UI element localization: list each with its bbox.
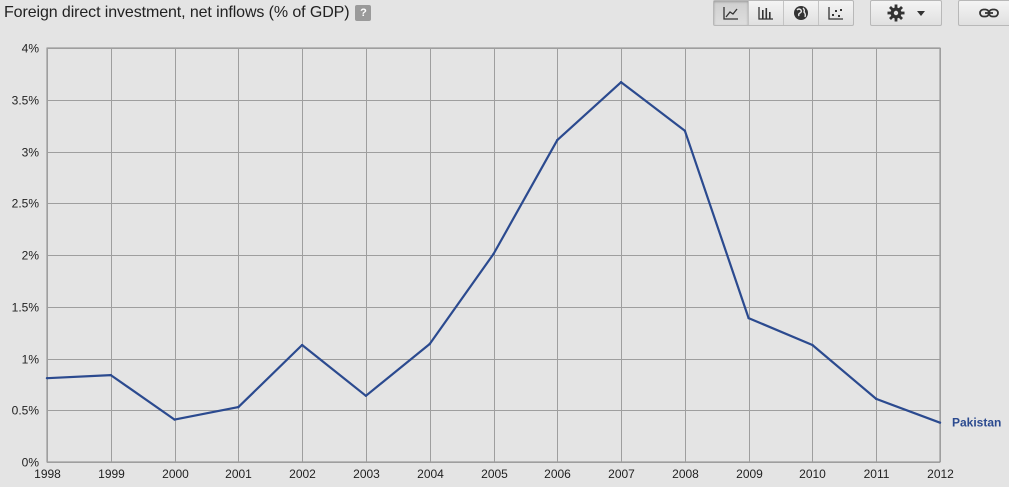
data-point bbox=[619, 80, 623, 84]
x-tick-label: 2000 bbox=[162, 467, 189, 481]
x-tick-label: 2012 bbox=[927, 467, 954, 481]
plot-area bbox=[46, 47, 941, 463]
data-point bbox=[556, 138, 559, 142]
globe-icon bbox=[794, 6, 808, 20]
y-tick-label: 3.5% bbox=[12, 94, 40, 108]
y-tick-label: 0% bbox=[22, 456, 40, 470]
gear-icon bbox=[887, 4, 905, 22]
caret-down-icon bbox=[917, 10, 925, 16]
line-chart-icon bbox=[723, 7, 738, 20]
settings-button[interactable] bbox=[870, 0, 942, 26]
y-tick-label: 1.5% bbox=[12, 301, 40, 315]
chart-view-selector bbox=[713, 0, 854, 26]
data-point bbox=[237, 405, 240, 409]
x-tick-label: 2005 bbox=[481, 467, 508, 481]
line-chart-view-button[interactable] bbox=[714, 1, 749, 25]
y-tick-label: 2.5% bbox=[12, 197, 40, 211]
chart-header: Foreign direct investment, net inflows (… bbox=[4, 4, 372, 22]
data-point bbox=[109, 373, 112, 377]
data-point bbox=[938, 421, 942, 424]
share-link-button[interactable] bbox=[958, 0, 1009, 26]
x-tick-label: 2003 bbox=[353, 467, 380, 481]
map-view-button[interactable] bbox=[784, 1, 819, 25]
data-point bbox=[747, 316, 750, 320]
data-point bbox=[683, 129, 687, 132]
bar-chart-icon bbox=[758, 7, 773, 20]
x-tick-label: 2009 bbox=[736, 467, 763, 481]
x-tick-label: 2004 bbox=[417, 467, 444, 481]
series-label: Pakistan bbox=[952, 416, 1001, 430]
scatter-chart-icon bbox=[828, 7, 843, 20]
y-tick-label: 0.5% bbox=[12, 404, 40, 418]
bar-chart-view-button[interactable] bbox=[749, 1, 784, 25]
data-point bbox=[173, 418, 176, 421]
data-point bbox=[45, 376, 49, 380]
y-tick-label: 3% bbox=[22, 146, 40, 160]
series-line-pakistan bbox=[46, 81, 941, 424]
x-tick-label: 2006 bbox=[544, 467, 571, 481]
y-tick-label: 1% bbox=[22, 353, 40, 367]
y-tick-label: 2% bbox=[22, 249, 40, 263]
data-point bbox=[300, 343, 304, 347]
x-tick-label: 2001 bbox=[225, 467, 252, 481]
x-tick-label: 2011 bbox=[864, 467, 890, 481]
link-icon bbox=[979, 8, 999, 18]
scatter-chart-view-button[interactable] bbox=[819, 1, 853, 25]
data-point bbox=[428, 342, 431, 346]
data-point bbox=[492, 252, 495, 256]
data-point bbox=[364, 394, 368, 397]
chart-title: Foreign direct investment, net inflows (… bbox=[4, 4, 350, 21]
data-point bbox=[811, 343, 814, 347]
y-tick-label: 4% bbox=[22, 42, 40, 56]
x-tick-label: 2007 bbox=[608, 467, 635, 481]
x-tick-label: 2008 bbox=[672, 467, 699, 481]
x-tick-label: 2002 bbox=[289, 467, 316, 481]
data-point bbox=[875, 397, 878, 401]
x-tick-label: 2010 bbox=[799, 467, 826, 481]
x-tick-label: 1999 bbox=[98, 467, 125, 481]
x-tick-label: 1998 bbox=[34, 467, 61, 481]
help-button[interactable]: ? bbox=[355, 5, 372, 21]
